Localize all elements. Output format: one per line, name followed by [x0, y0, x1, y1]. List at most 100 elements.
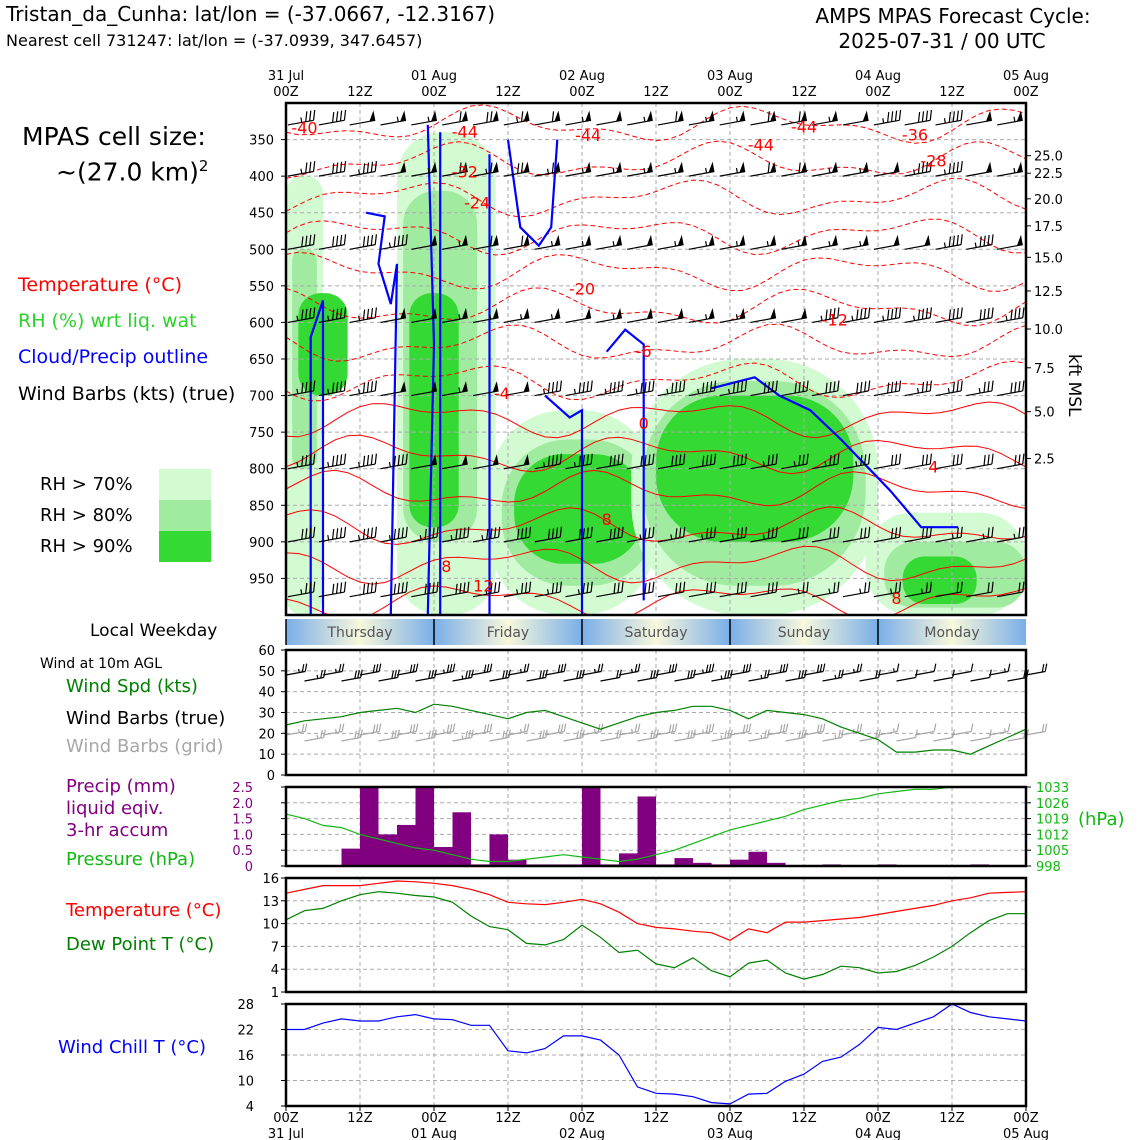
upper-barb-3-21: [935, 307, 963, 324]
upper-barb-3-9: [565, 307, 592, 324]
wind10-barb-5: [378, 669, 400, 682]
upper-barb-3-1: [318, 307, 347, 324]
wind10-barb-37: [970, 669, 992, 682]
g-pp-ticks-label-4: 2.0: [232, 797, 253, 812]
g-td-ticks-label-0: 1: [271, 986, 279, 1001]
temp-contour-12: [286, 545, 1026, 585]
wind10-barb-13: [526, 669, 548, 682]
upper-barb-4-8: [534, 380, 563, 397]
upper-barb-1-22: [966, 161, 993, 177]
upper-barb-3-5: [442, 307, 468, 324]
upper-barb-6-8: [534, 526, 563, 543]
precip-frame: [284, 785, 1028, 868]
precip-bar-1: [360, 787, 379, 866]
temp-label-9: -20: [569, 280, 595, 299]
upper-barb-7-13: [688, 581, 717, 598]
wind-10m-label: Wind at 10m AGL: [40, 656, 163, 672]
wind10-barb-10: [470, 663, 493, 676]
wind10-grid-barb-36: [951, 723, 974, 736]
wind10-grid-barb-15: [563, 729, 585, 742]
bottom-hour-label-3: 12Z: [495, 1111, 521, 1126]
pressure-label-5: 1033: [1036, 781, 1069, 796]
upper-barb-2-14: [719, 234, 746, 250]
temp-grid: [286, 877, 1026, 993]
upper-barb-4-6: [472, 381, 499, 397]
upper-barb-4-22: [966, 380, 994, 397]
upper-barb-4-13: [688, 380, 717, 397]
upper-barb-3-13: [688, 307, 715, 324]
wind10-barb-31: [859, 669, 881, 682]
legend-rh: RH (%) wrt liq. wat: [18, 310, 197, 332]
kft-label-2: 20.0: [1034, 193, 1063, 208]
legend-rh70-swatch: [159, 469, 211, 500]
upper-barb-1-10: [596, 161, 623, 177]
weekday-label-0: Thursday: [326, 625, 392, 641]
wind10-barb-19: [637, 669, 659, 682]
upper-barb-5-15: [750, 453, 778, 470]
upper-barb-2-23: [997, 234, 1023, 250]
upper-barb-7-15: [750, 581, 778, 598]
upper-barb-0-0: [287, 109, 316, 126]
upper-barb-0-22: [966, 110, 993, 126]
upper-barb-7-1: [318, 581, 347, 598]
upper-barb-6-14: [719, 526, 748, 543]
upper-barb-6-17: [812, 526, 840, 543]
cloud-outline: [309, 124, 959, 615]
legend-temperature-2m: Temperature (°C): [66, 900, 222, 921]
upper-barb-7-9: [565, 581, 593, 598]
upper-barb-7-16: [781, 581, 809, 598]
upper-barb-2-9: [565, 234, 592, 250]
legend-wind-speed: Wind Spd (kts): [66, 676, 198, 697]
temp-contour-5: [286, 287, 1026, 327]
upper-barb-5-7: [503, 454, 530, 470]
upper-barb-4-3: [380, 381, 407, 397]
upper-barb-1-1: [318, 161, 347, 177]
temp-label-6: -28: [920, 152, 946, 171]
upper-barb-6-22: [966, 526, 994, 543]
legend-rh90-label: RH > 90%: [40, 536, 133, 557]
precip-bar-15: [619, 853, 638, 866]
upper-barb-0-7: [503, 110, 530, 126]
upper-barb-0-1: [318, 109, 347, 126]
upper-barb-1-7: [503, 161, 530, 177]
upper-barb-1-23: [997, 161, 1023, 177]
upper-barb-6-10: [596, 526, 624, 543]
upper-barb-1-0: [287, 161, 316, 177]
upper-barb-3-3: [380, 307, 407, 324]
precip-bars: [341, 787, 989, 866]
upper-barb-2-11: [627, 234, 653, 250]
top-hour-label-6: 00Z: [717, 85, 743, 100]
upper-barb-4-5: [442, 381, 468, 397]
upper-barb-2-1: [318, 234, 347, 250]
upper-barb-3-14: [719, 307, 746, 324]
upper-barb-2-16: [781, 234, 808, 250]
bottom-hour-label-9: 12Z: [939, 1111, 965, 1126]
wind10-grid-barb-4: [359, 723, 382, 736]
wind-chill-grid: [286, 1003, 1026, 1107]
upper-barb-6-6: [472, 526, 501, 543]
weekday-cell-2: [582, 619, 730, 645]
g-w-ticks-label-0: 0: [267, 769, 275, 784]
upper-barb-1-19: [873, 161, 900, 177]
upper-barb-3-10: [596, 307, 623, 324]
wind10-grid-barb-12: [507, 723, 530, 736]
upper-barb-2-7: [503, 234, 530, 250]
wind10-barb-34: [914, 663, 937, 676]
p-label-8: 750: [249, 426, 274, 441]
g-pp-ticks-label-1: 0.5: [232, 844, 253, 859]
upper-barb-6-19: [873, 526, 902, 543]
upper-barb-4-17: [812, 380, 840, 397]
upper-barb-4-2: [349, 380, 378, 397]
wind10-grid-barb-17: [600, 729, 622, 742]
g-w-ticks-label-6: 60: [258, 644, 275, 659]
precip-bar-0: [341, 848, 360, 866]
kft-label-6: 10.0: [1034, 323, 1063, 338]
kft-axis: 25.0 22.5 20.0 17.5 15.0 12.5 10.0 7.5 5.0 2.5: [1026, 150, 1063, 467]
kft-label-0: 25.0: [1034, 150, 1063, 165]
upper-barb-0-4: [411, 110, 438, 126]
temp-label-4: -44: [791, 117, 817, 136]
temp-label-1: -44: [452, 122, 478, 141]
legend-rh70-label: RH > 70%: [40, 474, 133, 495]
upper-barb-3-18: [842, 307, 871, 324]
upper-barb-1-8: [534, 161, 561, 177]
